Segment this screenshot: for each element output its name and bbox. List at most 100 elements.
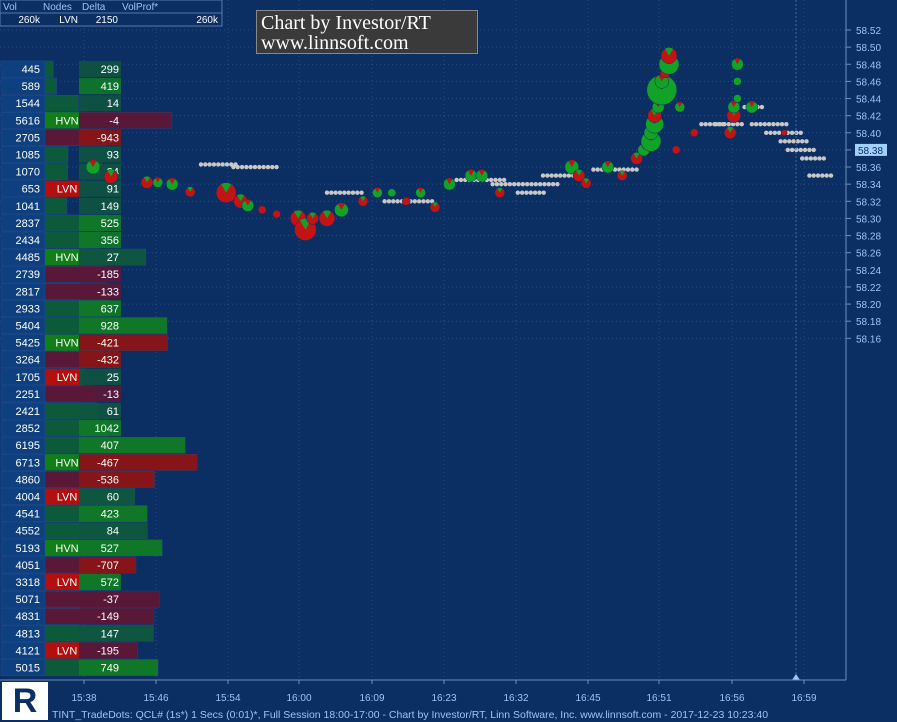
neutral-trade-dot [382,199,387,204]
trade-dot-wedge [730,101,737,108]
profile-delta-label: 928 [101,321,119,333]
neutral-trade-dot [817,156,822,161]
time-tick-label: 16:56 [719,693,744,704]
neutral-trade-dot [211,162,217,167]
neutral-trade-dot [540,173,546,178]
profile-vol-cell [0,163,46,181]
profile-delta-cell [79,112,172,129]
trade-dot-wedge [633,152,640,159]
profile-delta-label: 14 [107,98,119,110]
profile-node-label: HVN [55,543,78,555]
trade-dot-wedge [734,58,741,65]
neutral-trade-dot [355,190,360,195]
trade-dot-wedge [237,194,245,202]
price-axis-panel [846,0,897,680]
profile-node-cell [45,180,79,197]
profile-delta-cell [79,539,163,556]
profile-delta-cell [79,351,121,368]
profile-vol-label: 6195 [16,440,40,452]
trade-dot-wedge [478,169,485,176]
neutral-trade-dot [795,139,801,144]
profile-delta-cell [79,522,148,539]
profile-delta-label: 61 [107,406,119,418]
profile-header: Vol Nodes Delta VolProf* 260k LVN 2150 260k [0,0,223,27]
neutral-trade-dot [555,181,560,187]
neutral-trade-dot [798,147,803,153]
profile-node-cell [45,574,79,591]
neutral-trade-dot [231,164,236,170]
profile-delta-cell [79,471,155,488]
trade-dot-wedge [244,199,251,206]
neutral-trade-dot [730,122,736,127]
trade-dot-wedge [665,47,673,56]
linnsoft-logo: R [2,682,48,720]
profile-delta-cell [79,300,121,317]
trade-dot-wedge [748,101,755,108]
profile-vol-cell [0,231,46,249]
profile-vol-label: 1544 [16,98,40,110]
trade-dot-wedge [374,187,380,193]
neutral-trade-dot [595,167,600,172]
neutral-trade-dot [802,147,808,153]
trade-dot-wedge [727,126,734,133]
profile-delta-cell [79,659,159,676]
neutral-trade-dot [519,190,525,195]
profile-vol-cell [0,60,46,78]
profile-delta-label: -13 [103,389,119,401]
neutral-trade-dot [216,162,221,167]
trade-dot-wedge [432,202,438,208]
neutral-trade-dot [244,164,249,170]
trade-dot-wedge [309,212,316,219]
profile-vol-cell [0,659,46,676]
header-column: Nodes [43,2,72,13]
profile-delta-label: 749 [101,663,119,675]
profile-vol-label: 5616 [16,115,40,127]
profile-delta-label: 299 [101,64,119,76]
profile-vol-label: 2852 [16,423,40,435]
price-tick-label: 58.40 [856,129,881,140]
neutral-trade-dot [503,181,508,187]
neutral-trade-dot [776,130,782,135]
neutral-trade-dot [528,190,533,195]
neutral-trade-dot [235,164,240,170]
neutral-trade-dot [612,167,618,172]
neutral-trade-dot [562,173,567,178]
profile-delta-cell [79,608,154,625]
profile-node-cell [45,454,79,471]
neutral-trade-dot [545,173,550,178]
trade-dots [85,47,834,241]
profile-vol-label: 1070 [16,167,40,179]
neutral-trade-dot [771,122,776,127]
time-tick-label: 16:00 [286,693,311,704]
profile-vol-cell [0,94,46,112]
neutral-trade-dot [782,139,788,144]
profile-node-label: HVN [55,252,78,264]
neutral-trade-dot [800,139,805,144]
profile-delta-cell [79,214,121,231]
trade-dot-wedge [169,178,176,185]
profile-vol-label: 2251 [16,389,40,401]
profile-delta-label: 407 [101,440,119,452]
neutral-trade-dot [735,122,740,127]
profile-delta-cell [79,78,121,95]
price-tick-label: 58.24 [856,266,881,277]
profile-node-label: HVN [55,115,78,127]
neutral-trade-dot [520,181,526,187]
trade-dot-wedge [576,169,582,176]
profile-vol-label: 4004 [16,492,40,504]
neutral-trade-dot [515,190,520,195]
trade-dot [733,77,742,86]
profile-vol-cell [0,385,46,403]
profile-delta-label: -421 [97,338,119,350]
price-tick-label: 58.42 [856,112,881,123]
profile-vol-label: 4831 [16,611,40,623]
profile-delta-cell [79,488,135,505]
volume-profile: 445 299 589 419 1544 14 HVN 5616 -4 2705 -943 1085 9… [0,60,198,676]
profile-vol-cell [0,556,46,574]
profile-delta-cell [79,437,186,454]
profile-vol-label: 1041 [16,201,40,213]
neutral-trade-dot [766,122,772,127]
current-time-marker [792,674,800,680]
profile-node-label: LVN [57,184,78,196]
